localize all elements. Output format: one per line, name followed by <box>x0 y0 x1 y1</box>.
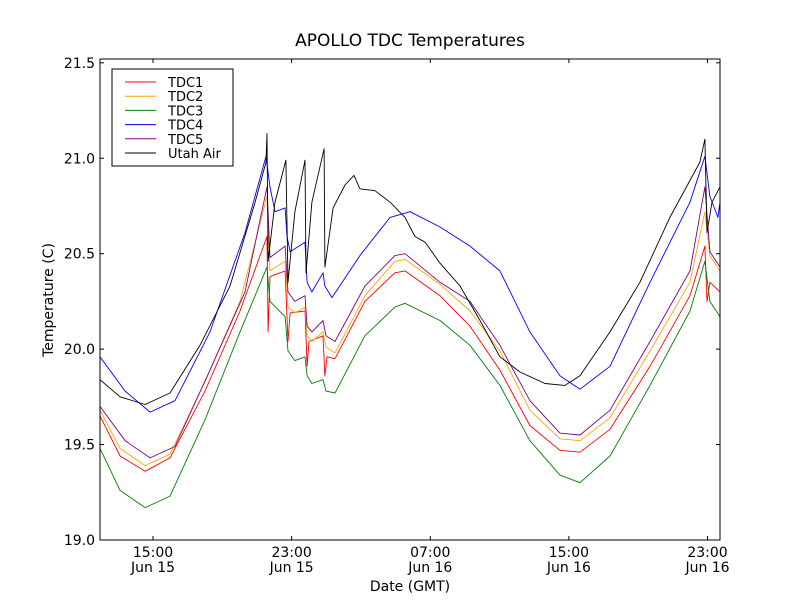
plot-frame <box>99 58 721 541</box>
x-tick-label-time: 23:00 <box>271 545 311 561</box>
legend-item-tdc1: TDC1 <box>125 76 203 91</box>
legend-label: TDC5 <box>167 133 203 148</box>
legend-box <box>111 68 234 167</box>
y-axis: 19.0 19.5 20.0 20.5 21.0 21.5 <box>64 56 720 549</box>
y-axis-label: Temperature (C) <box>41 243 57 358</box>
series-line-tdc4 <box>99 155 721 413</box>
legend-label: TDC4 <box>167 119 203 134</box>
x-tick-label-date: Jun 16 <box>684 560 729 576</box>
x-axis-label: Date (GMT) <box>370 579 450 595</box>
series-line-tdc1 <box>99 236 721 472</box>
series-line-tdc2 <box>99 195 721 467</box>
series-layer <box>99 132 721 509</box>
x-tick-label-time: 23:00 <box>687 545 727 561</box>
legend-item-tdc4: TDC4 <box>125 119 203 134</box>
legend-label: Utah Air <box>168 147 221 162</box>
series-line-tdc3 <box>99 260 721 509</box>
legend-item-tdc3: TDC3 <box>125 104 203 119</box>
series-line-tdc5 <box>99 186 721 459</box>
x-tick-label-time: 15:00 <box>549 545 589 561</box>
legend-label: TDC1 <box>167 76 203 91</box>
x-tick-label-time: 07:00 <box>410 545 450 561</box>
y-tick-label: 21.5 <box>64 56 95 72</box>
y-tick-label: 20.5 <box>64 247 95 263</box>
y-tick-label: 21.0 <box>64 151 95 167</box>
chart-title: APOLLO TDC Temperatures <box>295 31 525 51</box>
series-line-utah-air <box>99 132 721 405</box>
legend-label: TDC2 <box>167 90 203 105</box>
legend-item-utah-air: Utah Air <box>125 147 221 162</box>
legend-item-tdc2: TDC2 <box>125 90 203 105</box>
y-tick-label: 20.0 <box>64 342 95 358</box>
x-tick-label-date: Jun 16 <box>407 560 452 576</box>
x-tick-label-time: 15:00 <box>133 545 173 561</box>
y-tick-label: 19.5 <box>64 438 95 454</box>
y-tick-label: 19.0 <box>64 533 95 549</box>
legend-item-tdc5: TDC5 <box>125 133 203 148</box>
legend-label: TDC3 <box>167 104 203 119</box>
x-tick-label-date: Jun 15 <box>269 560 314 576</box>
x-tick-label-date: Jun 16 <box>546 560 591 576</box>
x-tick-label-date: Jun 15 <box>130 560 175 576</box>
